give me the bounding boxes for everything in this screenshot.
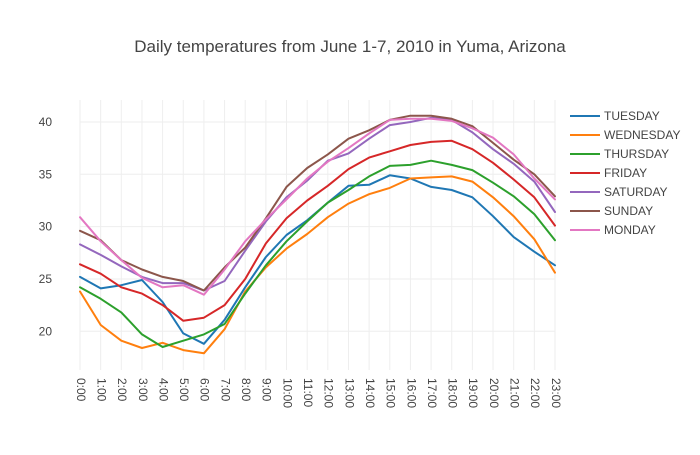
y-axis: 20 25 30 35 40 [39, 115, 53, 338]
legend-label: WEDNESDAY [604, 128, 680, 142]
y-tick-label: 20 [39, 324, 53, 338]
legend[interactable]: TUESDAY WEDNESDAY THURSDAY FRIDAY SATURDAY SU… [570, 109, 680, 237]
legend-label: THURSDAY [604, 147, 669, 161]
grid-layer [79, 100, 556, 370]
y-tick-label: 35 [39, 167, 53, 181]
series-line-friday [79, 139, 556, 322]
legend-label: TUESDAY [604, 109, 660, 123]
x-tick-label: 5:00 [177, 378, 191, 402]
x-tick-label: 1:00 [94, 378, 108, 402]
x-tick-label: 11:00 [301, 378, 315, 407]
x-tick-label: 17:00 [425, 378, 439, 408]
x-tick-label: 15:00 [384, 378, 398, 408]
x-tick-label: 9:00 [260, 378, 274, 402]
series-line-saturday [79, 116, 556, 292]
x-tick-label: 22:00 [528, 378, 542, 408]
x-tick-label: 18:00 [446, 378, 460, 408]
x-tick-label: 21:00 [508, 378, 522, 408]
legend-item-tuesday[interactable]: TUESDAY [570, 109, 660, 123]
legend-item-monday[interactable]: MONDAY [570, 223, 656, 237]
series-line-tuesday [79, 174, 556, 345]
x-tick-label: 8:00 [239, 378, 253, 402]
x-tick-label: 6:00 [198, 378, 212, 402]
x-tick-label: 10:00 [280, 378, 294, 408]
series-line-thursday [79, 159, 556, 348]
legend-label: FRIDAY [604, 166, 647, 180]
legend-item-sunday[interactable]: SUNDAY [570, 204, 653, 218]
legend-label: MONDAY [604, 223, 656, 237]
x-tick-label: 13:00 [342, 378, 356, 408]
x-tick-label: 12:00 [322, 378, 336, 408]
x-tick-label: 20:00 [487, 378, 501, 408]
x-tick-label: 23:00 [549, 378, 563, 408]
legend-label: SUNDAY [604, 204, 653, 218]
x-tick-label: 7:00 [218, 378, 232, 402]
legend-item-saturday[interactable]: SATURDAY [570, 185, 668, 199]
legend-label: SATURDAY [604, 185, 668, 199]
legend-item-friday[interactable]: FRIDAY [570, 166, 647, 180]
series-line-wednesday [79, 175, 556, 355]
x-tick-label: 4:00 [156, 378, 170, 402]
series-line-monday [79, 117, 556, 296]
chart-title: Daily temperatures from June 1-7, 2010 i… [134, 37, 566, 56]
y-tick-label: 40 [39, 115, 53, 129]
x-axis: 0:00 1:00 2:00 3:00 4:00 5:00 6:00 7:00 8:00 9:00… [74, 378, 563, 408]
x-tick-label: 3:00 [136, 378, 150, 402]
x-tick-label: 16:00 [404, 378, 418, 408]
legend-item-wednesday[interactable]: WEDNESDAY [570, 128, 680, 142]
x-tick-label: 0:00 [74, 378, 88, 402]
y-tick-label: 30 [39, 220, 53, 234]
series-layer [79, 114, 556, 355]
x-tick-label: 19:00 [466, 378, 480, 408]
x-tick-label: 2:00 [115, 378, 129, 402]
legend-item-thursday[interactable]: THURSDAY [570, 147, 669, 161]
x-tick-label: 14:00 [363, 378, 377, 408]
y-tick-label: 25 [39, 272, 53, 286]
